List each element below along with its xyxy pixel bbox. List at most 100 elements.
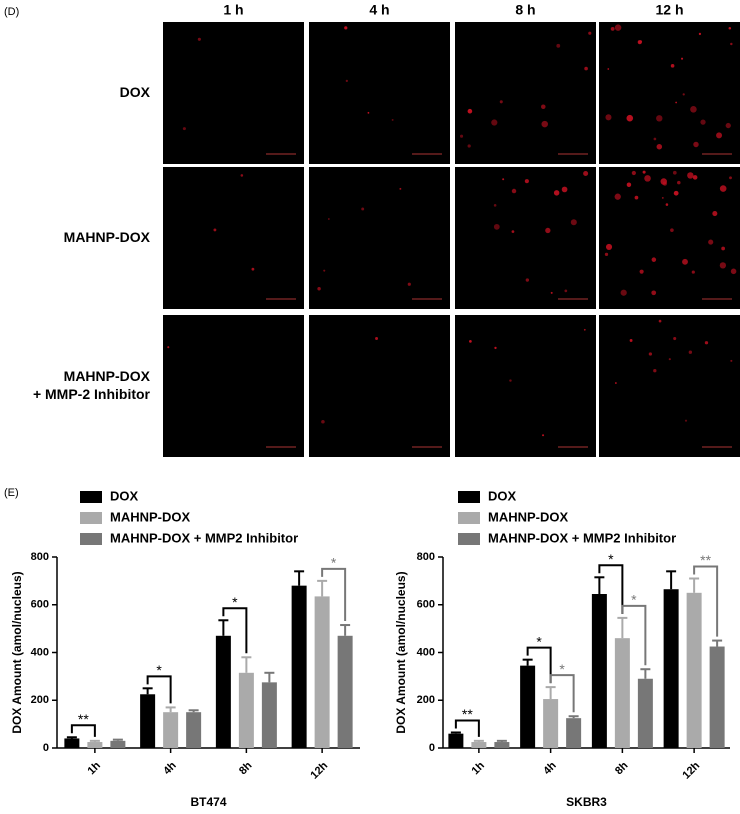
fluorescence-spot (708, 239, 714, 245)
fluorescence-spot (658, 319, 662, 323)
significance-bracket (526, 646, 552, 684)
legend-swatch (458, 491, 480, 503)
micrograph (309, 167, 450, 309)
legend-swatch (458, 512, 480, 524)
fluorescence-spot (493, 204, 497, 207)
legend-label: DOX (110, 488, 139, 503)
y-tick-label: 400 (31, 646, 49, 658)
fluorescence-spot (728, 26, 732, 30)
fluorescence-spot (662, 181, 668, 186)
fluorescence-spot (670, 64, 675, 68)
fluorescence-spot (367, 111, 370, 114)
fluorescence-spot (556, 43, 561, 48)
significance-bracket (454, 719, 480, 737)
fluorescence-spot (651, 257, 657, 262)
x-tick-label: 12h (308, 760, 330, 782)
fluorescence-spot (716, 132, 723, 139)
fluorescence-spot (391, 118, 394, 121)
fluorescence-spot (344, 26, 348, 30)
fluorescence-spot (620, 289, 627, 296)
fluorescence-spot (511, 230, 515, 233)
significance-label: * (232, 594, 238, 610)
panel-label: (E) (4, 487, 19, 499)
significance-bracket (146, 675, 172, 704)
fluorescence-spot (729, 176, 732, 180)
fluorescence-spot (656, 143, 663, 150)
y-axis-label: DOX Amount (amol/nucleus) (10, 571, 24, 733)
fluorescence-spot (668, 358, 671, 361)
fluorescence-spot (661, 196, 664, 199)
fluorescence-spot (721, 246, 726, 251)
fluorescence-spot (584, 66, 588, 71)
fluorescence-spot (491, 119, 498, 126)
fluorescence-spot (604, 252, 609, 257)
bar (566, 718, 582, 748)
fluorescence-spot (656, 115, 663, 122)
fluorescence-spot (670, 228, 674, 233)
fluorescence-spot (182, 127, 186, 131)
micrograph (599, 22, 740, 164)
bar (637, 678, 653, 748)
fluorescence-spot (605, 243, 613, 250)
x-tick-label: 8h (613, 759, 631, 777)
legend-label: MAHNP-DOX (488, 509, 568, 524)
fluorescence-spot (730, 359, 733, 362)
significance-label: * (156, 662, 162, 678)
bar (614, 638, 630, 748)
fluorescence-spot (570, 219, 577, 226)
fluorescence-spot (614, 193, 621, 200)
bar (686, 592, 702, 748)
fluorescence-spot (626, 114, 634, 122)
fluorescence-spot (712, 211, 718, 217)
fluorescence-spot (240, 174, 244, 177)
significance-bracket (70, 724, 96, 737)
fluorescence-spot (614, 24, 622, 31)
fluorescence-spot (692, 175, 698, 180)
fluorescence-spot (553, 190, 560, 196)
fluorescence-spot (719, 185, 727, 192)
fluorescence-spot (561, 186, 568, 193)
column-header: 4 h (369, 2, 389, 18)
bar (110, 740, 126, 748)
micrograph (455, 167, 596, 309)
micrograph (163, 167, 304, 309)
fluorescence-spot (610, 26, 615, 31)
x-axis-label: BT474 (190, 795, 226, 809)
fluorescence-spot (564, 289, 568, 293)
bar (261, 682, 277, 748)
legend-swatch (80, 491, 102, 503)
fluorescence-spot (213, 228, 217, 232)
fluorescence-spot (541, 120, 548, 128)
bar (163, 712, 179, 748)
significance-bracket (321, 567, 347, 622)
significance-label: * (631, 592, 637, 608)
significance-label: ** (462, 706, 473, 722)
legend-swatch (80, 512, 102, 524)
y-tick-label: 0 (429, 742, 435, 754)
fluorescence-spot (524, 179, 529, 184)
column-header: 12 h (655, 2, 683, 18)
fluorescence-spot (345, 79, 348, 83)
row-label: DOX (120, 84, 151, 100)
fluorescence-spot (493, 223, 500, 230)
fluorescence-spot (375, 337, 379, 340)
fluorescence-spot (725, 122, 731, 129)
fluorescence-spot (607, 68, 610, 70)
fluorescence-spot (583, 171, 589, 177)
bar (215, 635, 231, 748)
fluorescence-spot (698, 32, 702, 36)
y-tick-label: 800 (417, 551, 435, 563)
fluorescence-spot (730, 268, 737, 275)
fluorescence-spot (469, 340, 472, 343)
significance-label: * (608, 551, 614, 567)
fluorescence-spot (644, 175, 651, 182)
column-header: 1 h (223, 2, 243, 18)
fluorescence-spot (251, 267, 255, 271)
fluorescence-spot (719, 262, 727, 269)
fluorescence-spot (639, 40, 643, 43)
row-label: MAHNP-DOX + MMP-2 Inhibitor (33, 368, 151, 402)
y-tick-label: 200 (417, 694, 435, 706)
micrograph (163, 22, 304, 164)
y-tick-label: 800 (31, 551, 49, 563)
